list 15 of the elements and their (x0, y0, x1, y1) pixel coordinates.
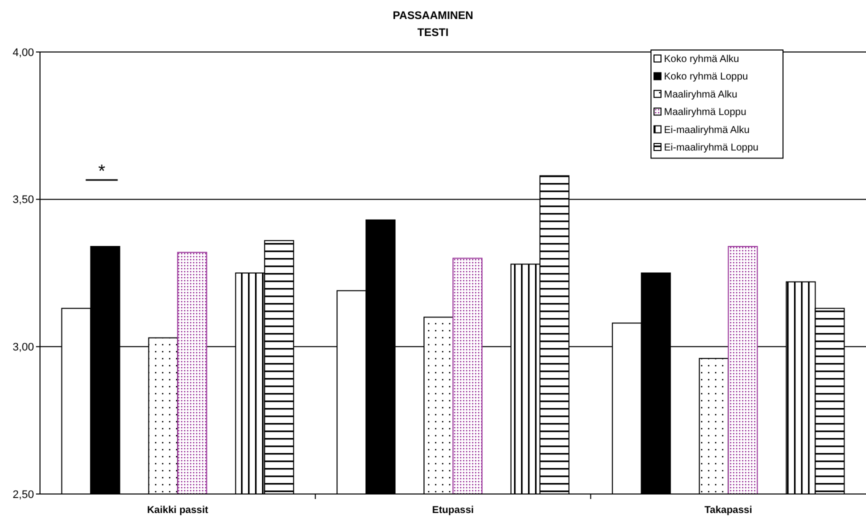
y-tick-label: 3,50 (12, 194, 34, 206)
legend-label: Maaliryhmä Loppu (664, 107, 746, 118)
annotation: * (98, 161, 106, 181)
y-tick-label: 3,00 (12, 342, 34, 354)
legend-label: Koko ryhmä Loppu (664, 72, 748, 83)
legend-label: Maaliryhmä Alku (664, 89, 738, 100)
x-tick-label: Takapassi (704, 505, 752, 516)
y-tick-label: 4,00 (12, 46, 34, 59)
legend-label: Ei-maaliryhmä Alku (664, 124, 750, 136)
legend-label: Koko ryhmä Alku (664, 54, 740, 65)
y-tick-label: 2,50 (12, 488, 34, 501)
chart-title: PASSAAMINEN TESTI (392, 10, 474, 39)
x-tick-label: Kaikki passit (147, 505, 209, 516)
legend-label: Ei-maaliryhmä Loppu (664, 142, 758, 154)
x-tick-label: Etupassi (432, 505, 474, 516)
